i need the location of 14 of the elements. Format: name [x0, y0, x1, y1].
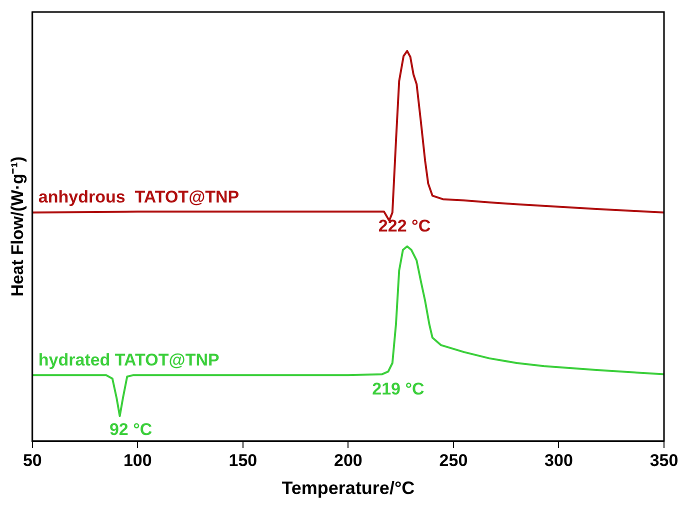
- x-tick-label: 350: [650, 450, 678, 470]
- series-label: hydrated TATOT@TNP: [38, 350, 220, 370]
- annotation: 92 °C: [109, 420, 152, 440]
- x-tick-label: 250: [439, 450, 468, 470]
- annotation: 219 °C: [372, 379, 424, 398]
- x-tick-label: 150: [228, 450, 258, 470]
- x-axis-title: Temperature/°C: [282, 478, 415, 498]
- annotation: 222 °C: [378, 216, 431, 236]
- series-label: anhydrous TATOT@TNP: [38, 188, 240, 207]
- x-tick-label: 300: [544, 450, 573, 470]
- x-tick-label: 100: [123, 450, 152, 470]
- x-tick-label: 200: [334, 450, 362, 470]
- x-tick-label: 50: [22, 450, 42, 470]
- y-axis-title: Heat Flow/(W·g⁻¹): [8, 156, 27, 297]
